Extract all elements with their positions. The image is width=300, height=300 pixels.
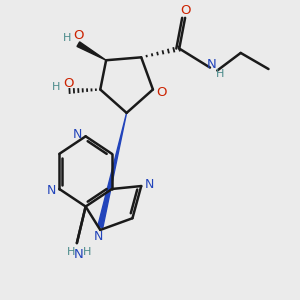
Text: N: N <box>73 128 82 141</box>
Text: O: O <box>180 4 190 17</box>
Text: N: N <box>47 184 56 197</box>
Text: N: N <box>144 178 154 191</box>
Text: O: O <box>63 77 73 90</box>
Text: N: N <box>207 58 216 70</box>
Text: N: N <box>94 230 104 243</box>
Polygon shape <box>98 113 127 228</box>
Text: H: H <box>67 247 75 257</box>
Text: H: H <box>62 33 71 43</box>
Text: H: H <box>52 82 61 92</box>
Text: H: H <box>216 69 224 79</box>
Text: O: O <box>157 86 167 99</box>
Text: O: O <box>73 29 84 42</box>
Text: N: N <box>74 248 83 261</box>
Text: H: H <box>83 247 91 257</box>
Polygon shape <box>77 42 106 60</box>
